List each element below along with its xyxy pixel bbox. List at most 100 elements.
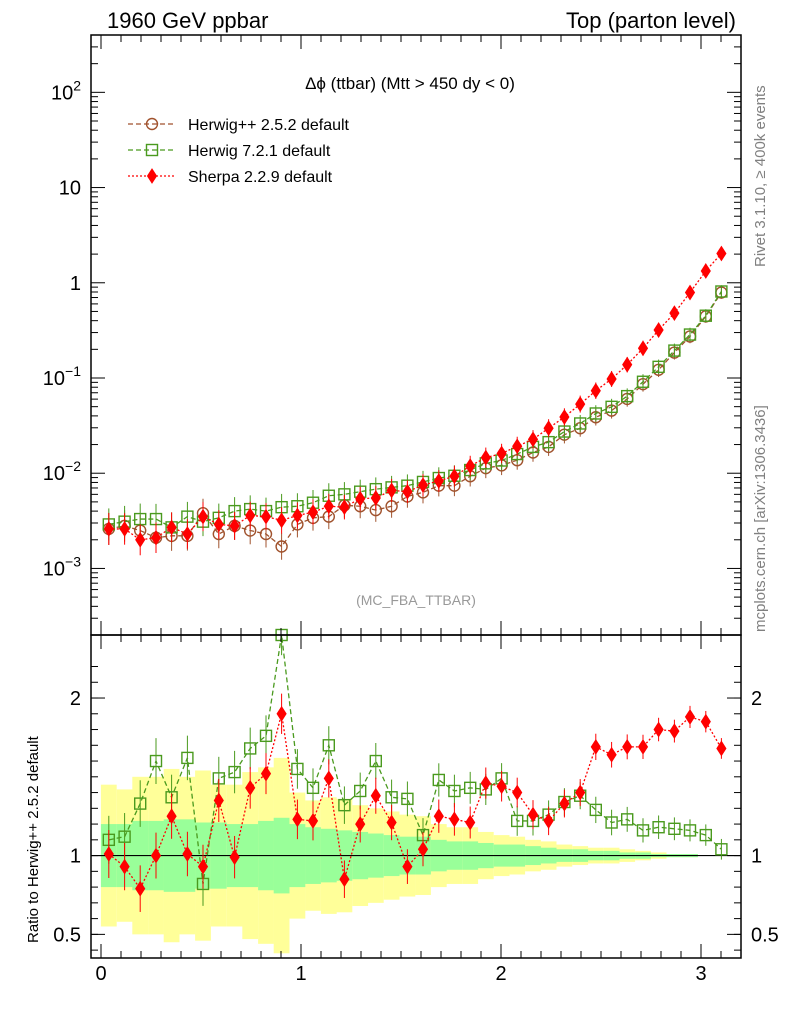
- data-point-square: [291, 762, 304, 776]
- y-tick-label: 1: [70, 273, 81, 295]
- side-label-mcplots: mcplots.cern.ch [arXiv:1306.3436]: [752, 405, 769, 632]
- data-point-square: [621, 813, 634, 826]
- data-point-diamond: [229, 517, 240, 534]
- data-point-square: [683, 328, 697, 341]
- legend-item-0: Herwig++ 2.5.2 default: [128, 117, 350, 134]
- data-point-diamond: [684, 284, 696, 301]
- data-point-diamond: [575, 784, 586, 801]
- data-point-diamond: [543, 812, 554, 829]
- ratio-y-tick-label-right: 0.5: [751, 924, 779, 946]
- data-point-diamond: [402, 483, 413, 500]
- data-point-diamond: [653, 322, 664, 338]
- data-point-diamond: [559, 795, 570, 812]
- header-left: 1960 GeV ppbar: [107, 8, 268, 33]
- data-point-square: [464, 781, 477, 795]
- data-point-diamond: [465, 458, 476, 474]
- data-point-square: [589, 803, 602, 817]
- data-point-square: [228, 765, 241, 779]
- data-point-square: [243, 742, 257, 755]
- data-point-diamond: [637, 738, 649, 755]
- plot-title: Δϕ (ttbar) (Mtt > 450 dy < 0): [305, 74, 515, 93]
- data-point-diamond: [307, 504, 319, 521]
- ratio-y-label: Ratio to Herwig++ 2.5.2 default: [25, 735, 42, 943]
- data-point-diamond: [339, 871, 350, 888]
- x-tick-label: 0: [95, 963, 106, 985]
- data-point-diamond: [622, 738, 633, 755]
- data-point-square: [181, 751, 194, 765]
- data-point-diamond: [182, 846, 193, 862]
- data-point-square: [683, 824, 697, 837]
- data-point-diamond: [527, 431, 539, 448]
- data-point-square: [401, 792, 414, 806]
- data-point-diamond: [197, 508, 209, 525]
- data-point-square: [369, 754, 382, 768]
- data-point-square: [652, 821, 665, 834]
- data-point-diamond: [119, 521, 130, 537]
- data-point-diamond: [716, 245, 727, 262]
- data-point-diamond: [559, 409, 570, 425]
- main-series-marks: [102, 245, 728, 560]
- ratio-y-tick-label: 2: [70, 688, 81, 710]
- data-point-diamond: [512, 784, 523, 801]
- data-point-diamond: [119, 858, 130, 875]
- data-point-diamond: [276, 512, 287, 529]
- data-point-diamond: [323, 770, 334, 787]
- data-point-diamond: [700, 713, 711, 730]
- data-point-diamond: [669, 723, 680, 740]
- ratio-y-tick-label: 1: [70, 846, 81, 868]
- data-point-square: [715, 285, 728, 298]
- data-point-diamond: [449, 468, 460, 485]
- data-point-square: [621, 389, 634, 403]
- data-point-diamond: [606, 746, 617, 763]
- data-point-diamond: [150, 847, 162, 864]
- data-point-diamond: [480, 775, 491, 792]
- ratio-y-tick-label-right: 2: [751, 688, 762, 710]
- data-point-diamond: [684, 709, 696, 725]
- legend: Herwig++ 2.5.2 default Herwig 7.2.1 defau…: [128, 117, 350, 186]
- y-tick-label: 10−1: [43, 363, 81, 390]
- data-point-square: [668, 822, 681, 835]
- data-point-diamond: [480, 449, 491, 466]
- data-point-diamond: [355, 816, 366, 832]
- data-point-diamond: [370, 787, 381, 804]
- analysis-tag: (MC_FBA_TTBAR): [356, 592, 476, 608]
- ratio-frame: [90, 634, 742, 959]
- data-point-diamond: [260, 765, 272, 782]
- data-point-diamond: [370, 490, 381, 506]
- data-point-diamond: [339, 499, 350, 516]
- data-point-diamond: [307, 812, 319, 829]
- ratio-y-tick-label-right: 1: [751, 846, 762, 868]
- data-point-diamond: [669, 305, 680, 322]
- data-point-square: [589, 407, 602, 420]
- data-point-diamond: [355, 490, 366, 507]
- x-tick-label: 1: [295, 963, 306, 985]
- data-point-square: [118, 830, 131, 843]
- legend-label: Herwig 7.2.1 default: [188, 143, 331, 160]
- data-point-diamond: [417, 477, 429, 494]
- data-point-diamond: [465, 814, 476, 831]
- data-point-diamond: [323, 498, 334, 515]
- data-point-diamond: [166, 519, 177, 536]
- data-point-square: [145, 143, 159, 157]
- series-line: [108, 291, 722, 529]
- y-tick-label: 102: [51, 77, 81, 104]
- x-tick-label: 2: [495, 963, 506, 985]
- data-point-square: [133, 797, 147, 810]
- data-point-diamond: [103, 846, 114, 862]
- series-line: [108, 292, 722, 548]
- ratio-series-1: [103, 693, 727, 912]
- data-point-square: [322, 739, 335, 752]
- data-point-diamond: [622, 356, 633, 373]
- data-point-diamond: [150, 529, 162, 546]
- data-point-diamond: [103, 521, 114, 537]
- data-point-diamond: [433, 808, 444, 825]
- legend-label: Sherpa 2.2.9 default: [188, 169, 333, 186]
- data-point-square: [306, 781, 320, 795]
- data-point-diamond: [135, 880, 146, 897]
- ratio-line: [108, 634, 722, 885]
- data-point-diamond: [496, 445, 507, 462]
- data-point-square: [715, 843, 728, 856]
- data-point-diamond: [700, 263, 711, 279]
- header-right: Top (parton level): [566, 8, 736, 33]
